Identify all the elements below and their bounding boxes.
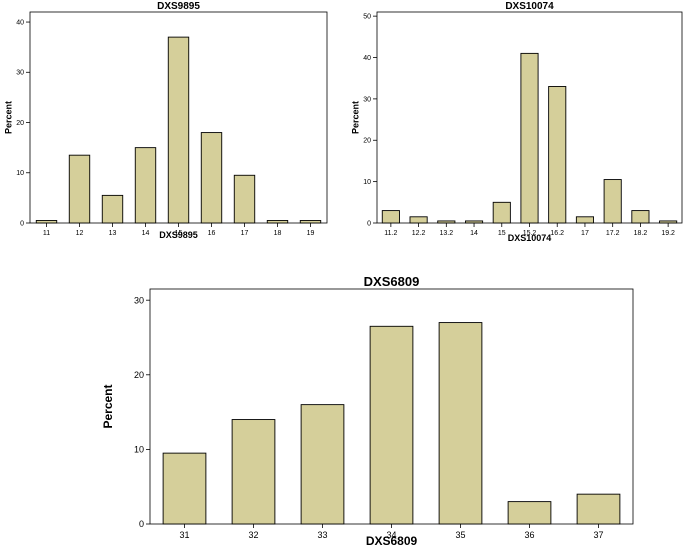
- x-tick-label: 15: [175, 230, 183, 237]
- bar: [369, 325, 414, 525]
- x-tick-label: 17.2: [606, 230, 620, 237]
- bar: [231, 419, 276, 525]
- y-tick-label: 0: [139, 519, 144, 529]
- y-tick-label: 30: [134, 295, 144, 305]
- y-tick-label: 0: [20, 220, 24, 227]
- x-tick-label: 12.2: [412, 230, 426, 237]
- bar: [548, 86, 567, 224]
- bar: [68, 154, 91, 224]
- bar: [438, 322, 483, 525]
- x-tick-label: 37: [593, 530, 603, 540]
- y-tick-label: 20: [363, 138, 371, 145]
- chart-title: DXS10074: [505, 1, 554, 12]
- y-axis-label: Percent: [3, 101, 13, 134]
- x-tick-label: 16.2: [550, 230, 564, 237]
- bar: [381, 210, 400, 224]
- x-tick-label: 35: [455, 530, 465, 540]
- x-tick-label: 14: [142, 230, 150, 237]
- x-tick-label: 11: [43, 230, 50, 237]
- bar: [576, 493, 621, 525]
- y-tick-label: 30: [363, 96, 371, 103]
- bar: [101, 194, 124, 224]
- bar: [167, 36, 190, 224]
- x-tick-label: 32: [248, 530, 258, 540]
- bar: [603, 179, 622, 224]
- x-tick-label: 33: [317, 530, 327, 540]
- y-tick-label: 20: [134, 370, 144, 380]
- x-tick-label: 16: [208, 230, 216, 237]
- y-tick-label: 30: [16, 70, 24, 77]
- y-tick-label: 40: [363, 55, 371, 62]
- bar: [266, 220, 289, 224]
- x-tick-label: 18.2: [634, 230, 648, 237]
- y-axis-label: Percent: [101, 384, 115, 428]
- chart-dxs9895: 0 10 20 30 40 11 12 13 14 15 16 17 18 19 DXS9895 DXS989…: [3, 1, 328, 240]
- chart-dxs10074: 0 10 20 30 40 50 11.2 12.2 13.2 14 15 15.2 16.2 17 17.…: [350, 1, 683, 243]
- y-tick-label: 10: [363, 179, 371, 186]
- bar: [631, 210, 650, 224]
- x-tick-label: 15: [498, 230, 506, 237]
- x-tick-label: 31: [179, 530, 189, 540]
- bar: [492, 201, 511, 224]
- x-tick-label: 36: [524, 530, 534, 540]
- bar: [300, 404, 345, 525]
- y-tick-label: 40: [16, 19, 24, 26]
- bar: [520, 52, 539, 224]
- x-tick-label: 11.2: [384, 230, 397, 237]
- x-tick-label: 17: [241, 230, 249, 237]
- y-axis-label: Percent: [350, 101, 360, 134]
- bar: [233, 174, 256, 224]
- x-tick-label: 15.2: [523, 230, 537, 237]
- x-tick-label: 18: [274, 230, 282, 237]
- x-tick-label: 13: [109, 230, 117, 237]
- x-tick-label: 13.2: [440, 230, 454, 237]
- x-tick-label: 19: [307, 230, 315, 237]
- bar: [200, 132, 223, 224]
- x-tick-label: 17: [581, 230, 589, 237]
- x-axis-label: DXS6809: [366, 534, 418, 548]
- bar: [134, 147, 157, 224]
- bar: [409, 216, 428, 224]
- y-tick-label: 10: [134, 445, 144, 455]
- x-tick-label: 19.2: [661, 230, 675, 237]
- bar: [507, 501, 552, 525]
- bar: [437, 220, 456, 224]
- y-tick-label: 10: [16, 170, 24, 177]
- x-tick-label: 14: [470, 230, 478, 237]
- x-axis-label: DXS9895: [159, 230, 198, 240]
- chart-dxs6809: 0 10 20 30 31 32 33 34 35 36 37 DXS6809 DXS6809 Perce…: [101, 274, 634, 548]
- bar: [35, 220, 58, 224]
- bar: [575, 216, 594, 224]
- x-tick-label: 12: [76, 230, 84, 237]
- bar: [464, 220, 484, 224]
- bar: [299, 220, 322, 224]
- x-tick-label: 34: [386, 530, 396, 540]
- bar: [162, 452, 207, 525]
- y-tick-label: 0: [367, 220, 371, 227]
- chart-title: DXS9895: [157, 1, 200, 12]
- y-tick-label: 50: [363, 14, 371, 21]
- bar: [659, 220, 678, 224]
- y-tick-label: 20: [16, 120, 24, 127]
- chart-title: DXS6809: [364, 274, 420, 289]
- x-axis-label: DXS10074: [508, 233, 552, 243]
